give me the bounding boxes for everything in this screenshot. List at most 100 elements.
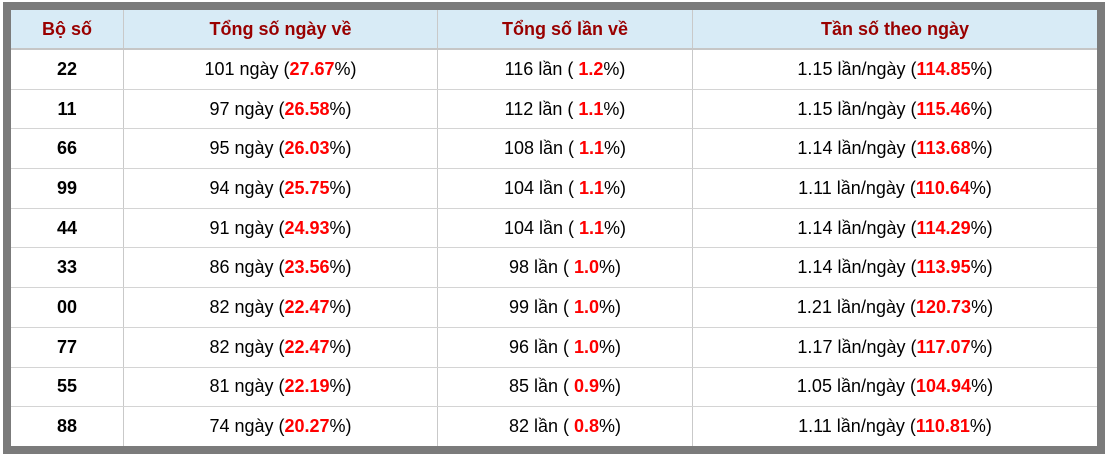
days-percent: 23.56 [284, 257, 330, 278]
days-percent: 26.58 [284, 98, 330, 119]
header-row: Bộ số Tổng số ngày về Tổng số lần về Tần… [11, 10, 1097, 50]
days-percent-close: %) [329, 416, 352, 437]
col-header-frequency-per-day: Tần số theo ngày [692, 10, 1097, 50]
days-value: 95 ngày ( [209, 138, 285, 159]
frequency-percent-close: %) [970, 257, 993, 278]
col-header-total-times: Tổng số lần về [437, 10, 693, 50]
pair-number-cell: 55 [11, 367, 124, 408]
total-times-cell: 99 lần ( 1.0%) [437, 287, 693, 328]
frequency-cell: 1.21 lần/ngày (120.73%) [692, 287, 1097, 328]
times-percent: 0.9 [574, 376, 600, 397]
total-days-cell: 82 ngày (22.47%) [123, 287, 438, 328]
days-percent: 25.75 [284, 177, 330, 198]
pair-number: 66 [56, 138, 78, 159]
days-value: 94 ngày ( [209, 177, 285, 198]
frequency-percent: 110.64 [915, 177, 970, 198]
frequency-percent: 113.95 [916, 257, 971, 278]
frequency-value: 1.15 lần/ngày ( [797, 98, 917, 119]
times-value: 85 lần ( [508, 376, 574, 397]
total-days-cell: 86 ngày (23.56%) [123, 247, 438, 289]
frequency-percent: 115.46 [916, 98, 971, 119]
total-days-cell: 81 ngày (22.19%) [123, 367, 438, 408]
frequency-cell: 1.11 lần/ngày (110.64%) [692, 168, 1097, 209]
total-times-cell: 116 lần ( 1.2%) [437, 49, 693, 90]
times-percent: 1.1 [579, 177, 605, 198]
days-percent: 24.93 [284, 217, 330, 238]
total-days-cell: 91 ngày (24.93%) [123, 208, 438, 249]
frequency-percent-close: %) [970, 138, 993, 159]
table-row: 00 82 ngày (22.47%) 99 lần ( 1.0%) 1.21 … [11, 287, 1097, 328]
table-row: 55 81 ngày (22.19%) 85 lần ( 0.9%) 1.05 … [11, 367, 1097, 408]
pair-number-cell: 00 [11, 287, 124, 328]
pair-number-cell: 33 [11, 247, 124, 289]
frequency-cell: 1.15 lần/ngày (115.46%) [692, 89, 1097, 130]
frequency-cell: 1.05 lần/ngày (104.94%) [692, 367, 1097, 408]
pair-number: 00 [56, 296, 78, 317]
table-row: 33 86 ngày (23.56%) 98 lần ( 1.0%) 1.14 … [11, 247, 1097, 289]
frequency-cell: 1.14 lần/ngày (113.95%) [692, 247, 1097, 289]
table-row: 22 101 ngày (27.67%) 116 lần ( 1.2%) 1.1… [11, 49, 1097, 90]
days-value: 74 ngày ( [209, 416, 285, 437]
pair-number: 11 [57, 98, 77, 119]
times-percent-close: %) [599, 376, 622, 397]
frequency-percent-close: %) [970, 217, 993, 238]
frequency-percent-close: %) [970, 58, 993, 79]
days-percent-close: %) [329, 217, 352, 238]
times-value: 82 lần ( [508, 416, 574, 437]
frequency-cell: 1.11 lần/ngày (110.81%) [692, 406, 1097, 446]
pair-number-cell: 66 [11, 128, 124, 170]
times-value: 116 lần ( [504, 58, 579, 79]
frequency-value: 1.21 lần/ngày ( [796, 296, 917, 317]
table-row: 66 95 ngày (26.03%) 108 lần ( 1.1%) 1.14… [11, 128, 1097, 170]
frequency-percent: 114.85 [916, 58, 971, 79]
days-percent-close: %) [334, 58, 357, 79]
pair-number-cell: 77 [11, 327, 124, 368]
pair-number-cell: 88 [11, 406, 124, 446]
days-percent: 22.19 [284, 376, 330, 397]
frequency-cell: 1.15 lần/ngày (114.85%) [692, 49, 1097, 90]
pair-number: 99 [56, 177, 78, 198]
frequency-value: 1.11 lần/ngày ( [798, 416, 916, 437]
times-percent: 1.1 [579, 138, 605, 159]
times-value: 96 lần ( [508, 336, 574, 357]
total-days-cell: 95 ngày (26.03%) [123, 128, 438, 170]
days-value: 86 ngày ( [209, 257, 285, 278]
pair-number: 77 [56, 336, 78, 357]
times-percent: 0.8 [574, 416, 600, 437]
times-percent-close: %) [604, 177, 627, 198]
times-percent-close: %) [599, 336, 622, 357]
times-percent-close: %) [599, 257, 622, 278]
days-percent: 20.27 [284, 416, 330, 437]
days-percent-close: %) [329, 138, 352, 159]
total-times-cell: 82 lần ( 0.8%) [437, 406, 693, 446]
frequency-cell: 1.17 lần/ngày (117.07%) [692, 327, 1097, 368]
frequency-percent-close: %) [971, 376, 994, 397]
times-percent: 1.1 [579, 217, 605, 238]
frequency-percent: 113.68 [916, 138, 971, 159]
pair-number-cell: 22 [11, 49, 124, 90]
times-value: 99 lần ( [508, 296, 574, 317]
times-value: 98 lần ( [508, 257, 574, 278]
times-percent-close: %) [603, 58, 626, 79]
frequency-percent-close: %) [969, 416, 992, 437]
times-percent: 1.2 [578, 58, 604, 79]
pair-number: 88 [56, 416, 78, 437]
days-value: 91 ngày ( [209, 217, 285, 238]
frequency-value: 1.17 lần/ngày ( [797, 336, 917, 357]
days-value: 82 ngày ( [209, 336, 285, 357]
frequency-percent-close: %) [970, 98, 993, 119]
pair-number: 55 [56, 376, 78, 397]
times-value: 104 lần ( [503, 177, 580, 198]
frequency-cell: 1.14 lần/ngày (113.68%) [692, 128, 1097, 170]
frequency-value: 1.11 lần/ngày ( [798, 177, 916, 198]
pair-number: 33 [56, 257, 78, 278]
days-percent-close: %) [329, 98, 352, 119]
frequency-value: 1.14 lần/ngày ( [797, 217, 917, 238]
times-value: 108 lần ( [503, 138, 580, 159]
days-percent: 26.03 [284, 138, 330, 159]
total-times-cell: 108 lần ( 1.1%) [437, 128, 693, 170]
times-percent: 1.0 [574, 257, 600, 278]
days-percent-close: %) [329, 177, 352, 198]
frequency-percent-close: %) [970, 336, 993, 357]
table-row: 77 82 ngày (22.47%) 96 lần ( 1.0%) 1.17 … [11, 327, 1097, 368]
